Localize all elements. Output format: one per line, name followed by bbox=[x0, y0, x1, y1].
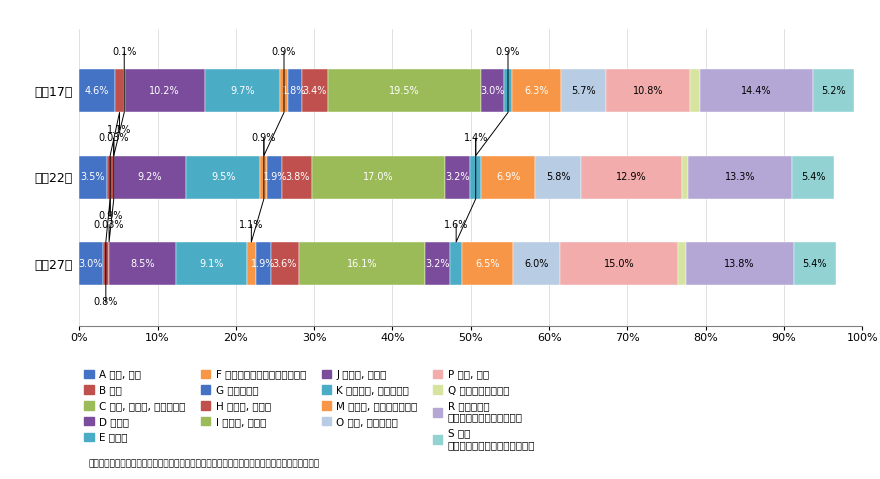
Text: 3.2%: 3.2% bbox=[445, 172, 470, 182]
Text: 3.8%: 3.8% bbox=[285, 172, 310, 182]
Bar bbox=[561, 69, 605, 113]
Bar bbox=[686, 242, 794, 285]
Bar bbox=[79, 69, 115, 113]
Text: 12.9%: 12.9% bbox=[616, 172, 647, 182]
Text: 9.7%: 9.7% bbox=[231, 86, 254, 96]
Text: 19.5%: 19.5% bbox=[389, 86, 420, 96]
Text: 1.1%: 1.1% bbox=[107, 125, 132, 135]
Bar bbox=[247, 242, 256, 285]
Text: 9.1%: 9.1% bbox=[199, 259, 224, 269]
Text: 6.9%: 6.9% bbox=[496, 172, 520, 182]
Bar bbox=[260, 156, 268, 199]
Bar bbox=[700, 69, 813, 113]
Text: 13.3%: 13.3% bbox=[725, 172, 755, 182]
Text: 1.9%: 1.9% bbox=[251, 259, 275, 269]
Bar bbox=[288, 69, 302, 113]
Text: 3.0%: 3.0% bbox=[480, 86, 505, 96]
Bar bbox=[445, 156, 470, 199]
Bar bbox=[511, 69, 561, 113]
Bar bbox=[328, 69, 481, 113]
Bar bbox=[302, 69, 328, 113]
Text: 10.8%: 10.8% bbox=[633, 86, 663, 96]
Bar bbox=[115, 69, 124, 113]
Text: 3.0%: 3.0% bbox=[79, 259, 103, 269]
Text: 0.8%: 0.8% bbox=[93, 297, 118, 308]
Text: 16.1%: 16.1% bbox=[347, 259, 377, 269]
Bar bbox=[688, 156, 792, 199]
Text: 1.1%: 1.1% bbox=[239, 220, 263, 230]
Bar bbox=[678, 242, 686, 285]
Text: 0.1%: 0.1% bbox=[112, 47, 136, 57]
Bar bbox=[504, 69, 511, 113]
Text: 6.3%: 6.3% bbox=[524, 86, 548, 96]
Text: 9.5%: 9.5% bbox=[211, 172, 236, 182]
Text: 9.2%: 9.2% bbox=[137, 172, 162, 182]
Text: 5.2%: 5.2% bbox=[821, 86, 846, 96]
Bar bbox=[561, 242, 678, 285]
Text: 0.9%: 0.9% bbox=[98, 211, 122, 221]
Bar bbox=[270, 242, 298, 285]
Text: 0.9%: 0.9% bbox=[252, 133, 276, 143]
Bar bbox=[106, 156, 114, 199]
Bar bbox=[605, 69, 690, 113]
Text: 0.03%: 0.03% bbox=[94, 220, 124, 230]
Text: 1.8%: 1.8% bbox=[282, 86, 307, 96]
Text: 3.4%: 3.4% bbox=[303, 86, 327, 96]
Text: 6.5%: 6.5% bbox=[475, 259, 500, 269]
Bar bbox=[268, 156, 282, 199]
Text: 3.2%: 3.2% bbox=[425, 259, 450, 269]
Bar bbox=[79, 242, 103, 285]
Bar bbox=[204, 69, 281, 113]
Bar bbox=[114, 156, 186, 199]
Text: 6.0%: 6.0% bbox=[524, 259, 549, 269]
Text: 10.2%: 10.2% bbox=[150, 86, 180, 96]
Bar bbox=[312, 156, 445, 199]
Text: 5.8%: 5.8% bbox=[546, 172, 570, 182]
Bar bbox=[281, 69, 288, 113]
Text: （注）サービス業には学術研究、専門･技術サービス業、生活関連サービス業、娯楽業を含む。: （注）サービス業には学術研究、専門･技術サービス業、生活関連サービス業、娯楽業を… bbox=[88, 459, 319, 468]
Bar bbox=[256, 242, 270, 285]
Bar bbox=[813, 69, 854, 113]
Text: 4.6%: 4.6% bbox=[85, 86, 109, 96]
Bar bbox=[535, 156, 581, 199]
Text: 1.4%: 1.4% bbox=[464, 133, 488, 143]
Bar bbox=[792, 156, 834, 199]
Text: 0.9%: 0.9% bbox=[495, 47, 520, 57]
Text: 5.7%: 5.7% bbox=[571, 86, 596, 96]
Text: 1.9%: 1.9% bbox=[262, 172, 287, 182]
Bar bbox=[462, 242, 513, 285]
Bar bbox=[186, 156, 260, 199]
Bar bbox=[176, 242, 247, 285]
Bar bbox=[125, 69, 204, 113]
Bar bbox=[581, 156, 682, 199]
Bar bbox=[481, 156, 535, 199]
Bar bbox=[682, 156, 688, 199]
Bar bbox=[794, 242, 836, 285]
Bar bbox=[481, 69, 504, 113]
Bar bbox=[109, 242, 176, 285]
Text: 3.5%: 3.5% bbox=[81, 172, 105, 182]
Text: 0.9%: 0.9% bbox=[272, 47, 297, 57]
Text: 5.4%: 5.4% bbox=[801, 172, 825, 182]
Bar bbox=[450, 242, 462, 285]
Text: 8.5%: 8.5% bbox=[130, 259, 155, 269]
Bar bbox=[425, 242, 450, 285]
Text: 0.03%: 0.03% bbox=[99, 133, 129, 143]
Text: 5.4%: 5.4% bbox=[803, 259, 827, 269]
Text: 14.4%: 14.4% bbox=[742, 86, 772, 96]
Text: 13.8%: 13.8% bbox=[724, 259, 755, 269]
Bar bbox=[298, 242, 425, 285]
Bar bbox=[470, 156, 481, 199]
Text: 1.6%: 1.6% bbox=[444, 220, 468, 230]
Legend: A 農業, 林業, B 漁業, C 鉱業, 採石業, 砂利採取業, D 建設業, E 製造業, F 電気･ガス･熱供給･水道業, G 情報通信業, H 運輸業,: A 農業, 林業, B 漁業, C 鉱業, 採石業, 砂利採取業, D 建設業,… bbox=[84, 369, 535, 450]
Bar bbox=[513, 242, 561, 285]
Bar bbox=[103, 242, 109, 285]
Text: 15.0%: 15.0% bbox=[604, 259, 634, 269]
Text: 17.0%: 17.0% bbox=[363, 172, 394, 182]
Text: 3.6%: 3.6% bbox=[273, 259, 297, 269]
Bar bbox=[282, 156, 312, 199]
Bar bbox=[79, 156, 106, 199]
Bar bbox=[690, 69, 700, 113]
